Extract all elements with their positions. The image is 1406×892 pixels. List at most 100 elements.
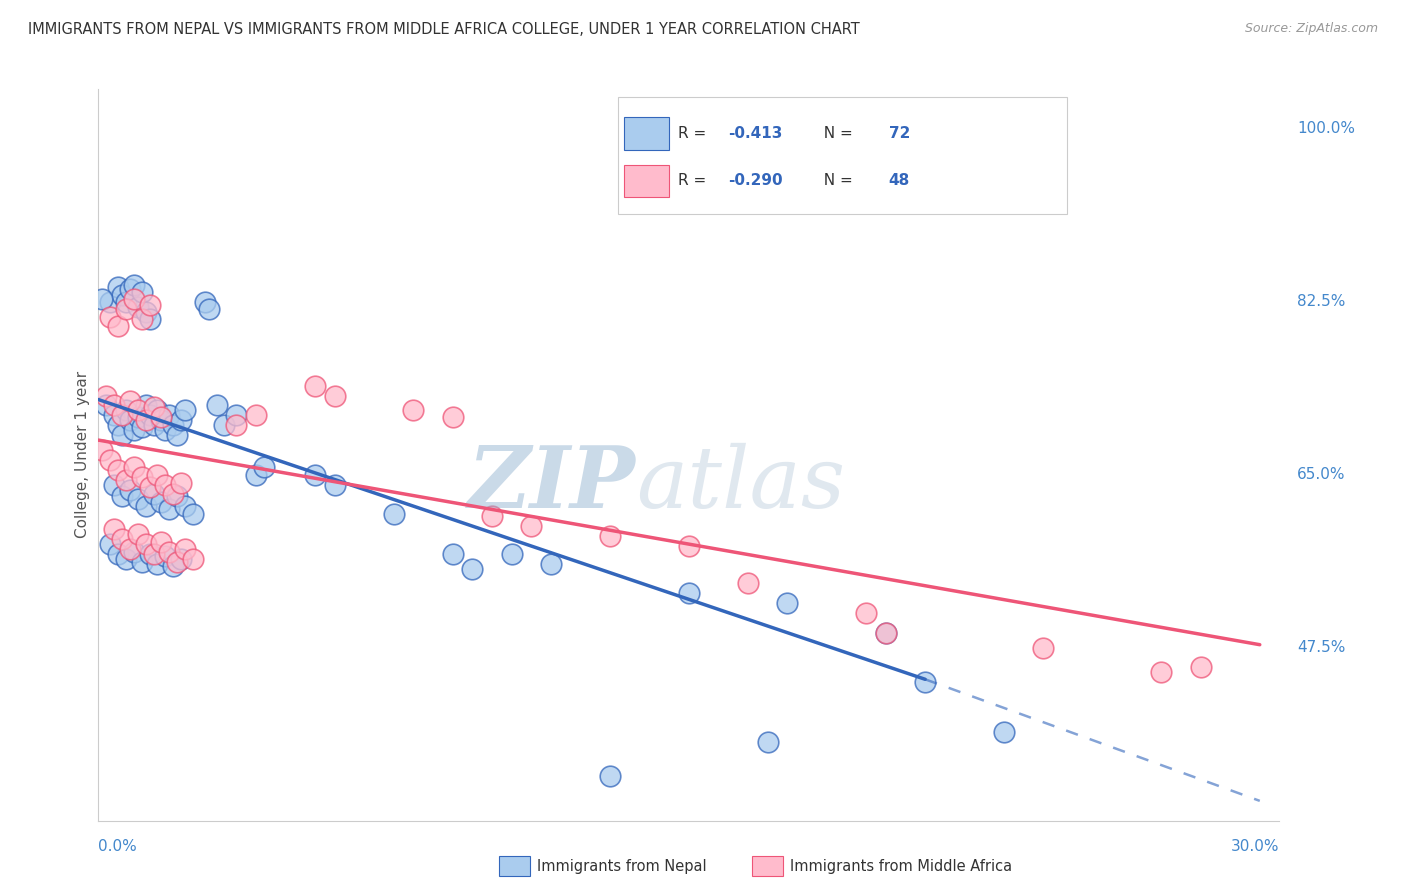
Point	[98, 310, 121, 324]
Point	[107, 280, 129, 294]
Point	[103, 522, 125, 536]
Point	[138, 479, 160, 493]
Text: Source: ZipAtlas.com: Source: ZipAtlas.com	[1244, 22, 1378, 36]
Point	[737, 576, 759, 591]
Point	[98, 453, 121, 467]
Point	[96, 399, 118, 413]
Point	[1150, 665, 1173, 680]
Text: 30.0%: 30.0%	[1232, 838, 1279, 854]
Point	[678, 586, 700, 600]
Point	[162, 487, 184, 501]
Point	[122, 545, 145, 559]
Point	[225, 409, 247, 423]
Point	[170, 551, 193, 566]
Point	[122, 459, 145, 474]
Point	[402, 403, 425, 417]
Text: atlas: atlas	[636, 442, 845, 525]
Point	[98, 537, 121, 551]
Point	[111, 409, 134, 423]
Point	[157, 409, 180, 423]
Text: N =: N =	[814, 173, 858, 188]
Text: -0.413: -0.413	[728, 126, 782, 141]
Point	[166, 490, 188, 504]
FancyBboxPatch shape	[624, 164, 669, 197]
Text: Immigrants from Middle Africa: Immigrants from Middle Africa	[790, 859, 1012, 873]
Text: 0.0%: 0.0%	[98, 838, 138, 854]
Point	[441, 410, 464, 425]
Point	[127, 410, 149, 425]
Point	[150, 410, 173, 425]
Point	[1189, 660, 1212, 674]
Text: 82.5%: 82.5%	[1298, 294, 1346, 310]
Text: N =: N =	[814, 126, 858, 141]
Point	[115, 294, 138, 309]
Point	[127, 300, 149, 314]
Point	[855, 606, 877, 620]
Point	[540, 557, 562, 571]
Point	[107, 463, 129, 477]
FancyBboxPatch shape	[619, 96, 1067, 213]
Point	[138, 311, 160, 326]
Point	[135, 304, 157, 318]
Point	[118, 413, 141, 427]
Point	[205, 399, 228, 413]
Point	[103, 477, 125, 491]
Point	[157, 502, 180, 516]
Text: 47.5%: 47.5%	[1298, 640, 1346, 655]
Text: ZIP: ZIP	[468, 442, 636, 526]
Point	[111, 490, 134, 504]
Point	[122, 292, 145, 306]
Point	[135, 500, 157, 514]
Point	[150, 413, 173, 427]
Point	[96, 389, 118, 403]
Point	[131, 311, 153, 326]
Point	[162, 418, 184, 433]
Point	[98, 294, 121, 309]
Point	[127, 527, 149, 541]
Point	[501, 547, 523, 561]
Point	[127, 403, 149, 417]
Point	[131, 469, 153, 483]
Point	[111, 532, 134, 546]
Text: 100.0%: 100.0%	[1298, 121, 1355, 136]
Point	[142, 401, 165, 415]
FancyBboxPatch shape	[624, 117, 669, 150]
Point	[253, 459, 276, 474]
Point	[181, 507, 204, 521]
Point	[162, 558, 184, 573]
Point	[118, 282, 141, 296]
Point	[599, 529, 621, 543]
Point	[214, 418, 236, 433]
Point	[174, 500, 197, 514]
Point	[157, 545, 180, 559]
Text: R =: R =	[678, 173, 711, 188]
Point	[111, 428, 134, 442]
Point	[103, 409, 125, 423]
Point	[441, 547, 464, 561]
Point	[135, 413, 157, 427]
Point	[914, 675, 936, 690]
Point	[678, 539, 700, 553]
Point	[756, 734, 779, 748]
Point	[481, 509, 503, 524]
Point	[118, 393, 141, 408]
Point	[174, 541, 197, 556]
Point	[150, 495, 173, 509]
Point	[122, 423, 145, 437]
Point	[1032, 640, 1054, 655]
Point	[131, 555, 153, 569]
Point	[197, 301, 219, 316]
Point	[107, 319, 129, 334]
Point	[174, 403, 197, 417]
Point	[131, 420, 153, 434]
Point	[91, 442, 114, 457]
Point	[155, 423, 177, 437]
Point	[135, 399, 157, 413]
Point	[131, 285, 153, 299]
Point	[166, 428, 188, 442]
Point	[993, 724, 1015, 739]
Point	[166, 555, 188, 569]
Point	[323, 389, 346, 403]
Point	[122, 277, 145, 292]
Point	[118, 483, 141, 497]
